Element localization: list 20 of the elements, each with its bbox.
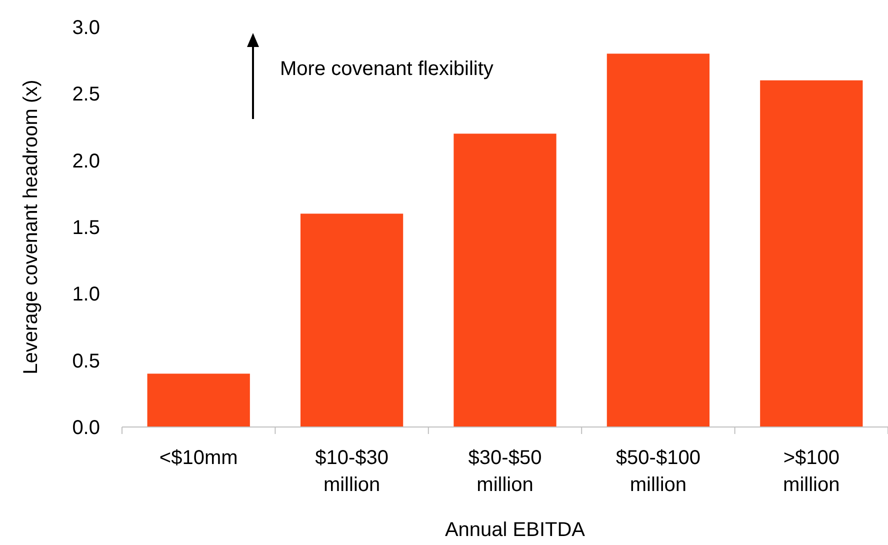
annotation: More covenant flexibility bbox=[280, 58, 494, 80]
y-axis-title: Leverage covenant headroom (x) bbox=[20, 80, 42, 374]
y-tick-label: 0.0 bbox=[72, 417, 100, 439]
bar bbox=[606, 54, 710, 427]
bar bbox=[454, 134, 556, 427]
x-tick-label: >$100 million bbox=[783, 447, 840, 496]
y-tick-label: 2.0 bbox=[72, 150, 100, 172]
x-tick-label: $10-$30 million bbox=[315, 447, 389, 496]
x-axis-title: Annual EBITDA bbox=[444, 519, 586, 541]
y-tick-label: 3.0 bbox=[72, 17, 100, 39]
x-tick-label: $30-$50 million bbox=[468, 447, 542, 496]
x-tick-label: $50-$100 million bbox=[616, 447, 700, 496]
x-tick-label: <$10mm bbox=[159, 447, 238, 469]
y-tick-label: 1.5 bbox=[72, 217, 100, 239]
bar bbox=[147, 374, 250, 427]
bar bbox=[760, 80, 863, 427]
y-tick-label: 0.5 bbox=[72, 350, 100, 372]
y-tick-label: 1.0 bbox=[72, 284, 100, 306]
y-tick-label: 2.5 bbox=[72, 84, 100, 106]
bar bbox=[300, 214, 404, 427]
